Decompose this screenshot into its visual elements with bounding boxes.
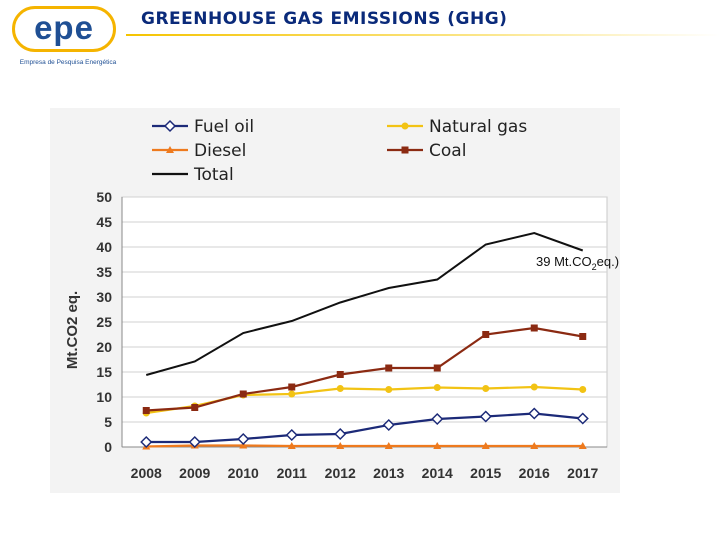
data-point bbox=[433, 442, 442, 449]
legend-entry: Natural gas bbox=[387, 117, 527, 137]
x-tick-label: 2009 bbox=[179, 465, 210, 481]
y-tick-label: 10 bbox=[96, 389, 112, 405]
data-point bbox=[579, 333, 587, 340]
x-tick-label: 2015 bbox=[470, 465, 501, 481]
data-point bbox=[579, 386, 587, 393]
data-point bbox=[382, 418, 395, 432]
data-point bbox=[166, 146, 174, 153]
data-point bbox=[482, 385, 490, 392]
data-point bbox=[163, 119, 177, 133]
y-tick-label: 35 bbox=[96, 264, 112, 280]
data-point bbox=[191, 404, 199, 411]
x-tick-label: 2011 bbox=[277, 465, 308, 481]
data-point bbox=[334, 427, 347, 441]
x-tick-label: 2016 bbox=[519, 465, 550, 481]
legend-entry: Total bbox=[152, 165, 234, 185]
annotation-subscript: 2 bbox=[592, 262, 597, 272]
data-point bbox=[401, 122, 409, 130]
data-point bbox=[287, 442, 296, 449]
page-title: GREENHOUSE GAS EMISSIONS (GHG) bbox=[141, 9, 508, 29]
epe-logo: epe Empresa de Pesquisa Energética bbox=[12, 6, 122, 70]
y-tick-label: 45 bbox=[96, 214, 112, 230]
x-tick-label: 2012 bbox=[325, 465, 356, 481]
data-point bbox=[576, 412, 589, 425]
data-point bbox=[578, 442, 587, 449]
y-tick-label: 30 bbox=[96, 289, 112, 305]
data-point bbox=[237, 432, 250, 446]
x-tick-label: 2013 bbox=[373, 465, 404, 481]
y-tick-label: 0 bbox=[104, 439, 112, 455]
data-point bbox=[336, 371, 344, 378]
data-point bbox=[336, 385, 344, 392]
series-line bbox=[146, 412, 583, 444]
data-point bbox=[433, 364, 441, 372]
y-tick-label: 50 bbox=[96, 189, 112, 205]
legend-label: Total bbox=[193, 165, 234, 185]
data-point bbox=[142, 407, 150, 414]
legend-entry: Coal bbox=[387, 141, 466, 161]
data-point bbox=[479, 410, 492, 423]
y-tick-label: 5 bbox=[104, 414, 112, 430]
data-point bbox=[239, 390, 247, 398]
x-tick-label: 2008 bbox=[131, 465, 162, 481]
x-tick-label: 2014 bbox=[422, 465, 453, 481]
series-line bbox=[146, 444, 583, 448]
y-tick-label: 20 bbox=[96, 339, 112, 355]
data-point bbox=[385, 364, 393, 372]
data-point bbox=[482, 331, 490, 338]
series-total bbox=[145, 231, 584, 376]
data-point bbox=[336, 442, 345, 449]
series-lines bbox=[140, 231, 589, 450]
y-tick-label: 15 bbox=[96, 364, 112, 380]
data-point bbox=[288, 383, 296, 391]
legend-entry: Diesel bbox=[152, 141, 246, 161]
y-tick-label: 40 bbox=[96, 239, 112, 255]
data-point bbox=[401, 146, 409, 154]
logo-text: epe bbox=[34, 9, 94, 46]
data-point bbox=[285, 428, 298, 442]
series-line bbox=[146, 326, 583, 412]
axis-labels: 0 5 10 15 20 25 30 35 40 45 50 2008 2009 2010 2011 2012… bbox=[64, 189, 599, 481]
x-tick-label: 2010 bbox=[228, 465, 259, 481]
logo-subtitle: Empresa de Pesquisa Energética bbox=[19, 59, 117, 66]
annotation-main: 39 Mt.CO bbox=[536, 254, 592, 269]
total-annotation: 39 Mt.CO2eq.) bbox=[536, 254, 619, 272]
legend-label: Diesel bbox=[194, 141, 246, 161]
data-point bbox=[530, 442, 539, 449]
legend-label: Natural gas bbox=[429, 117, 527, 137]
annotation-tail: eq.) bbox=[597, 254, 619, 269]
data-point bbox=[188, 435, 201, 449]
y-tick-label: 25 bbox=[96, 314, 112, 330]
data-point bbox=[288, 390, 296, 398]
legend-entry: Fuel oil bbox=[152, 117, 254, 137]
data-point bbox=[481, 442, 490, 449]
data-point bbox=[385, 386, 393, 393]
logo-ring bbox=[12, 6, 116, 52]
legend-label: Coal bbox=[429, 141, 466, 161]
data-point bbox=[530, 324, 538, 332]
data-point bbox=[384, 442, 393, 449]
title-underline bbox=[126, 34, 720, 36]
series-fuel-oil bbox=[140, 407, 589, 449]
data-point bbox=[530, 383, 538, 391]
data-point bbox=[431, 412, 444, 426]
y-axis-label: Mt.CO2 eq. bbox=[64, 291, 81, 369]
series-coal bbox=[142, 324, 587, 414]
data-point bbox=[433, 384, 441, 391]
data-point bbox=[140, 435, 153, 449]
chart-legend: Fuel oil Diesel Total Natural gas Coal bbox=[152, 117, 527, 185]
x-tick-label: 2017 bbox=[567, 465, 598, 481]
data-point bbox=[528, 407, 541, 420]
legend-label: Fuel oil bbox=[194, 117, 254, 137]
series-line bbox=[145, 231, 584, 376]
